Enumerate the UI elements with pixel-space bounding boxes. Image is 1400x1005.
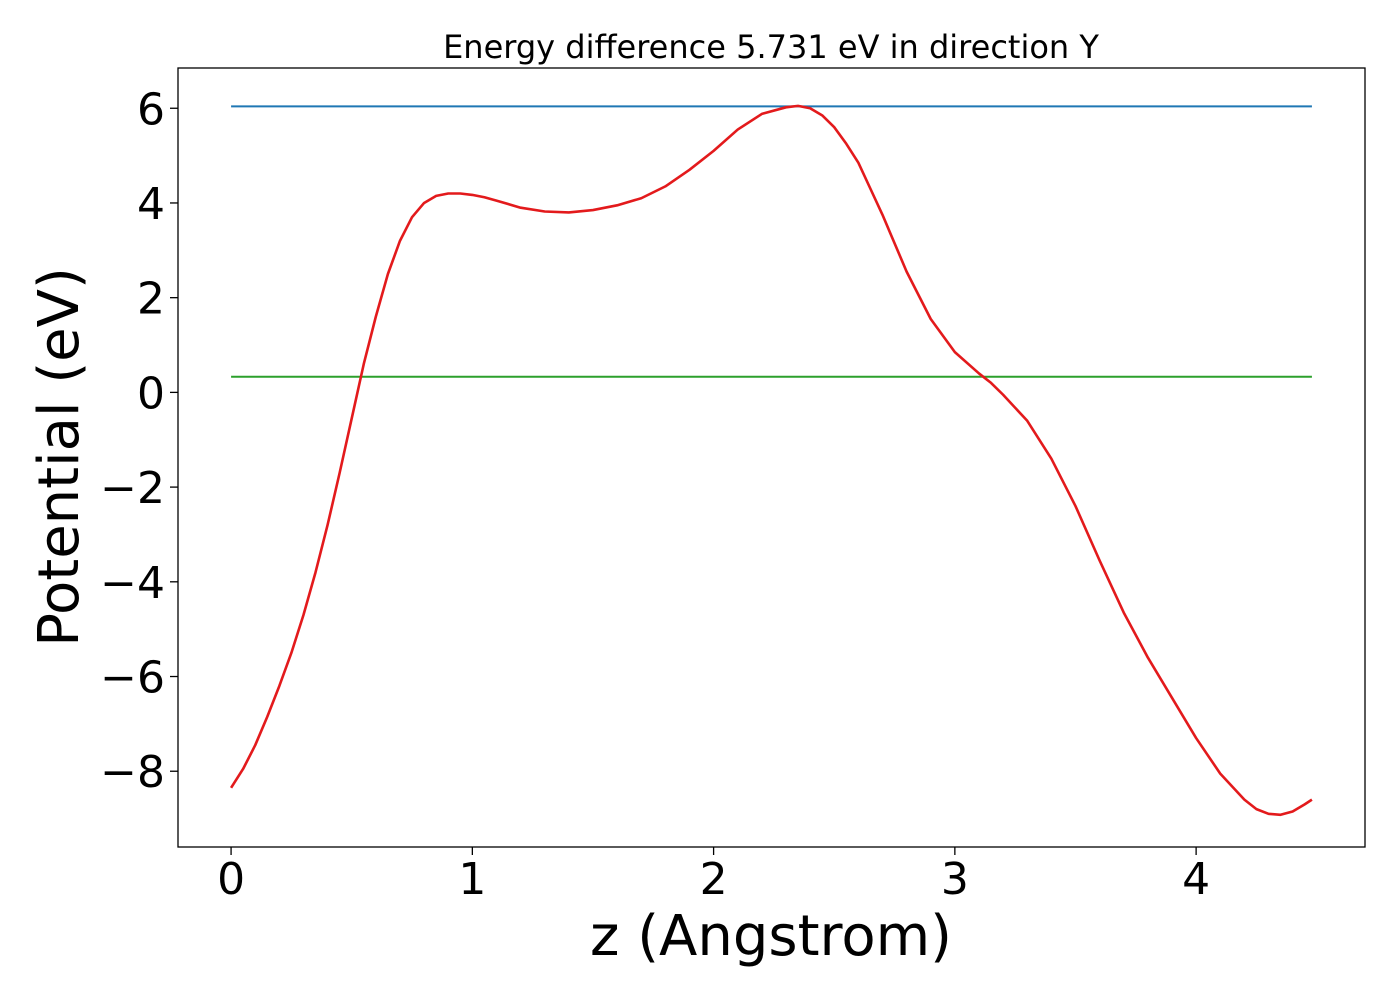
x-tick-label: 3: [941, 854, 969, 905]
x-axis-ticks: 0 1 2 3 4: [217, 847, 1210, 905]
x-axis-label: z (Angstrom): [590, 904, 952, 969]
y-tick-label: 2: [137, 274, 165, 325]
y-tick-label: −6: [100, 653, 165, 704]
y-tick-label: 6: [137, 84, 165, 135]
y-tick-label: −2: [100, 463, 165, 514]
x-tick-label: 4: [1182, 854, 1210, 905]
y-axis-ticks: −8 −6 −4 −2 0 2 4 6: [100, 84, 178, 798]
x-tick-label: 1: [458, 854, 486, 905]
x-tick-label: 0: [217, 854, 245, 905]
chart-title: Energy difference 5.731 eV in direction …: [443, 28, 1099, 66]
series-line-red: [229, 104, 1313, 817]
series-layer: [229, 104, 1313, 817]
y-axis-label: Potential (eV): [27, 267, 92, 647]
y-tick-label: 4: [137, 179, 165, 230]
x-tick-label: 2: [700, 854, 728, 905]
y-tick-label: 0: [137, 368, 165, 419]
y-tick-label: −4: [100, 558, 165, 609]
plot-frame: [177, 67, 1366, 848]
y-tick-label: −8: [100, 747, 165, 798]
